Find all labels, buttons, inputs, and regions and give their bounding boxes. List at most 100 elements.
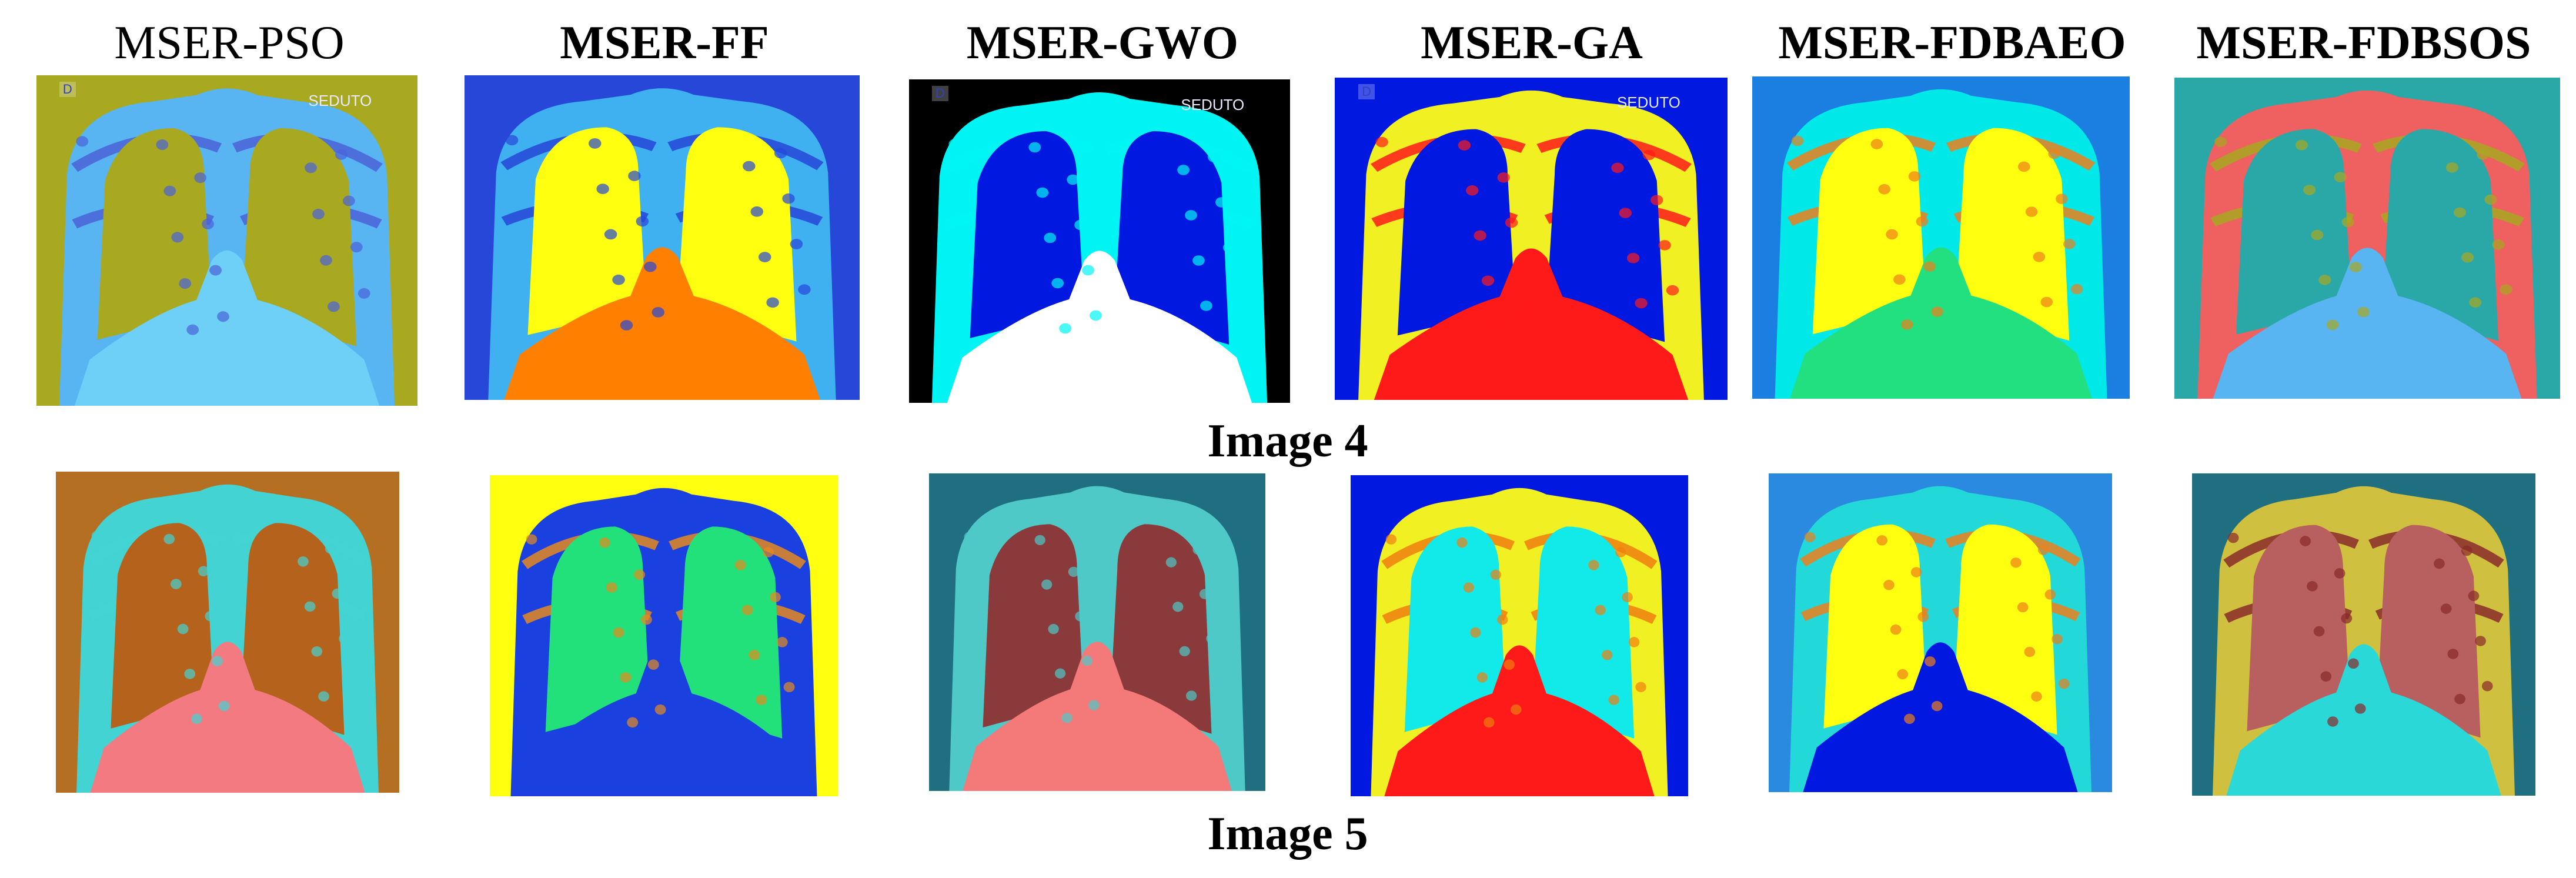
segment-speckle (2326, 319, 2339, 330)
row-caption-image-5: Image 5 (1207, 808, 1368, 860)
segment-speckle (2454, 693, 2465, 705)
segment-speckle (1900, 319, 1913, 330)
segment-speckle (1650, 195, 1663, 206)
segment-speckle (218, 700, 230, 712)
segment-speckle (1075, 611, 1086, 622)
segment-speckle (1917, 612, 1929, 622)
segment-speckle (1212, 677, 1224, 689)
segment-speckle (1910, 567, 1922, 577)
segment-speckle (964, 532, 975, 542)
segment-speckle (634, 569, 646, 580)
film-marker-seduto: SEDUTO (1616, 94, 1680, 112)
column-title-mser-fdbaeo: MSER-FDBAEO (1778, 17, 2126, 69)
segment-speckle (2295, 139, 2308, 151)
segment-speckle (1658, 240, 1671, 251)
film-marker-d: D (931, 86, 948, 101)
segment-speckle (163, 185, 176, 196)
segment-speckle (1628, 637, 1640, 647)
segment-speckle (599, 537, 610, 548)
column-title-mser-pso: MSER-PSO (114, 17, 345, 69)
segment-speckle (328, 301, 340, 312)
segment-speckle (1505, 217, 1518, 228)
column-title-mser-ff: MSER-FF (560, 17, 769, 69)
mediastinum-region (504, 247, 820, 400)
panel-image4-mser-pso: D SEDUTO (36, 75, 417, 406)
segment-speckle (1878, 184, 1890, 195)
segment-speckle (505, 135, 519, 146)
segment-speckle (1172, 602, 1184, 612)
segment-speckle (783, 682, 795, 693)
segment-speckle (171, 579, 182, 589)
segment-speckle (76, 136, 89, 147)
mediastinum-region (524, 645, 803, 796)
segment-speckle (205, 610, 216, 622)
segmentation-image (1351, 475, 1688, 796)
segmentation-image (1752, 76, 2130, 399)
segment-speckle (1061, 713, 1073, 723)
segment-speckle (1456, 537, 1468, 548)
segment-speckle (2500, 284, 2512, 295)
segment-speckle (2334, 172, 2347, 182)
segmentation-image (2192, 473, 2535, 796)
segment-speckle (2033, 252, 2046, 262)
segment-speckle (1192, 544, 1204, 555)
mediastinum-region (2213, 248, 2522, 399)
segment-speckle (1511, 704, 1522, 715)
column-title-mser-ga: MSER-GA (1421, 17, 1643, 69)
right-lung-region (677, 127, 797, 342)
segment-speckle (1208, 152, 1220, 162)
mediastinum-region (963, 642, 1232, 791)
mediastinum-region (74, 250, 380, 406)
segment-speckle (212, 656, 223, 666)
segment-speckle (798, 284, 811, 295)
segmentation-image (36, 75, 417, 406)
right-lung-region (2383, 129, 2499, 341)
segment-speckle (1489, 321, 1502, 331)
segment-speckle (2056, 193, 2068, 205)
row-caption-image-4: Image 4 (1207, 415, 1368, 467)
segment-speckle (2031, 691, 2042, 702)
segment-speckle (1200, 301, 1212, 311)
segment-speckle (1804, 532, 1816, 543)
segment-speckle (1931, 306, 1943, 317)
segment-speckle (589, 138, 602, 149)
panel-image4-mser-fdbaeo (1752, 76, 2130, 399)
segment-speckle (2341, 613, 2353, 624)
segment-speckle (1041, 579, 1053, 590)
segment-speckle (2354, 703, 2366, 714)
segment-speckle (2311, 229, 2324, 241)
segment-speckle (1484, 717, 1495, 728)
segment-speckle (526, 534, 537, 545)
segment-speckle (1595, 605, 1606, 616)
segment-speckle (612, 274, 625, 285)
segment-speckle (1608, 695, 1619, 705)
segment-speckle (1186, 690, 1197, 701)
segmentation-image (909, 79, 1290, 403)
segment-speckle (1165, 557, 1177, 567)
segment-speckle (1897, 669, 1909, 680)
segment-speckle (1034, 535, 1045, 546)
segment-speckle (758, 252, 771, 262)
segment-speckle (604, 229, 617, 240)
segmentation-image (1769, 473, 2112, 792)
segment-speckle (1611, 162, 1624, 173)
segment-speckle (1497, 172, 1510, 183)
segment-speckle (2461, 545, 2473, 556)
segment-speckle (1870, 139, 1883, 149)
segment-speckle (1626, 253, 1640, 263)
segment-speckle (171, 232, 184, 243)
segment-speckle (1044, 232, 1057, 243)
segment-speckle (596, 183, 609, 195)
segment-speckle (636, 216, 649, 227)
segment-speckle (1615, 547, 1626, 557)
mediastinum-region (1790, 247, 2092, 399)
segment-speckle (766, 297, 779, 308)
segment-speckle (345, 678, 357, 689)
right-lung-region (2377, 525, 2481, 738)
segment-speckle (1925, 656, 1936, 667)
segmentation-image (465, 75, 860, 400)
segment-speckle (1602, 650, 1613, 660)
segment-speckle (2300, 536, 2311, 546)
segment-speckle (769, 592, 781, 603)
film-marker-seduto: SEDUTO (1181, 95, 1245, 113)
